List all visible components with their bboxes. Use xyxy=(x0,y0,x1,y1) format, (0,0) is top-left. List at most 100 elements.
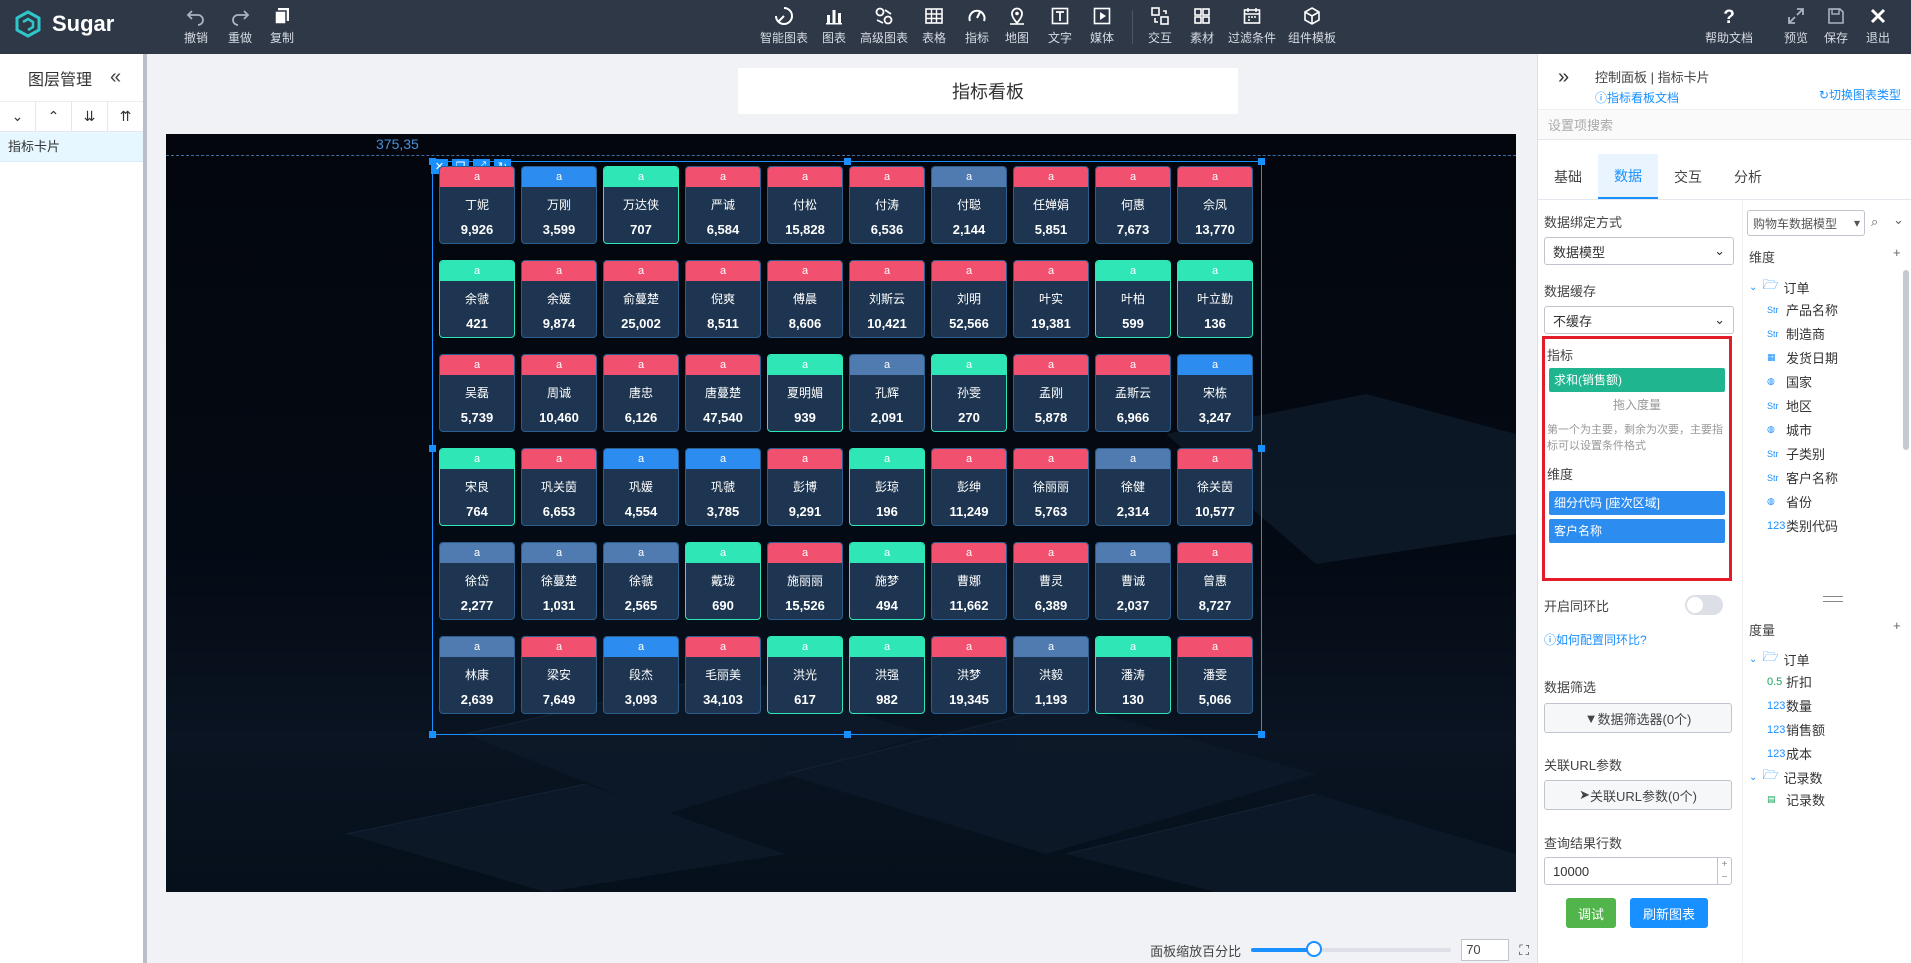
dimension-pill[interactable]: 细分代码 [座次区域] xyxy=(1549,491,1725,515)
toolbar-smart-chart[interactable]: 智能图表 xyxy=(760,6,808,46)
preview-button[interactable]: 预览 xyxy=(1784,6,1808,46)
tree-field-item[interactable]: Str 制造商 xyxy=(1767,327,1826,342)
metric-card-tag: a xyxy=(604,261,678,281)
metric-card: a 潘雯 5,066 xyxy=(1177,636,1253,714)
model-select[interactable]: 购物车数据模型 ▾ xyxy=(1747,210,1865,236)
search-icon[interactable]: ⌕ xyxy=(1871,214,1879,229)
metric-card-name: 曹娜 xyxy=(956,574,981,588)
toolbar-assets[interactable]: 素材 xyxy=(1190,6,1214,46)
tree-field-item[interactable]: ▦ 发货日期 xyxy=(1767,351,1839,366)
metric-dropzone[interactable]: 拖入度量 xyxy=(1612,398,1661,412)
collapse-left-icon[interactable]: « xyxy=(110,66,122,88)
metric-pill[interactable]: 求和(销售额) xyxy=(1549,368,1725,392)
resize-handle[interactable] xyxy=(844,731,851,738)
tree-scrollbar[interactable] xyxy=(1903,270,1909,450)
move-bottom-icon[interactable]: ⇊ xyxy=(72,102,108,131)
count-folder[interactable]: ⌄ 🗁 记录数 xyxy=(1749,766,1823,788)
metric-card-grid: a 丁妮 9,926 a 万刚 3,599 a 万达侠 707 a 严诚 6,584 a 付松 15,828… xyxy=(439,166,1255,714)
metric-card-value: 5,878 xyxy=(1034,410,1068,425)
debug-button[interactable]: 调试 xyxy=(1566,898,1616,928)
resize-handle[interactable] xyxy=(429,445,436,452)
tree-field-item[interactable]: Str 客户名称 xyxy=(1767,471,1839,486)
bind-mode-select[interactable]: 数据模型 ⌄ xyxy=(1544,237,1734,265)
tree-field-item[interactable]: 0.5 折扣 xyxy=(1767,675,1813,690)
resize-handle[interactable] xyxy=(1258,158,1265,165)
metric-board-doc-link[interactable]: ⓘ指标看板文档 xyxy=(1595,91,1680,105)
layer-item-metric-card[interactable]: 指标卡片 xyxy=(0,132,144,162)
metric-card-widget[interactable]: ✕ ❐ ⤢ ↻ a丁妮9,926a万刚3,599a万达侠707a严诚6,584a… xyxy=(429,158,1265,738)
toolbar-metric[interactable]: 指标 xyxy=(965,6,989,46)
yoy-toggle[interactable] xyxy=(1685,595,1723,615)
toolbar-media[interactable]: 媒体 xyxy=(1090,6,1114,46)
tree-field-item[interactable]: 123 数量 xyxy=(1767,699,1813,714)
save-button[interactable]: 保存 xyxy=(1824,6,1848,46)
board-canvas[interactable]: 375,35 ✕ ❐ ⤢ ↻ a丁妮9,926a万刚3,599a万达侠707a严… xyxy=(166,134,1516,892)
zoom-slider-handle[interactable] xyxy=(1306,941,1323,957)
tree-field-item[interactable]: Str 子类别 xyxy=(1767,447,1826,462)
tree-field-item[interactable]: 123 成本 xyxy=(1767,747,1813,762)
redo-button[interactable]: 重做 xyxy=(228,6,252,46)
left-panel-resizer[interactable] xyxy=(143,54,147,963)
rows-input[interactable]: 10000 + − xyxy=(1544,857,1732,885)
zoom-percent-input[interactable]: 70 xyxy=(1461,939,1510,961)
tree-field-item[interactable]: Str 产品名称 xyxy=(1767,303,1839,318)
move-down-icon[interactable]: ⌄ xyxy=(0,102,36,131)
tree-field-item[interactable]: ▤ 记录数 xyxy=(1767,793,1826,808)
help-docs-button[interactable]: ? 帮助文档 xyxy=(1705,7,1754,45)
metric-card-value: 6,584 xyxy=(706,222,740,237)
toolbar-component-template[interactable]: 组件模板 xyxy=(1288,6,1336,46)
copy-button[interactable]: 复制 xyxy=(270,6,294,46)
resize-handle[interactable] xyxy=(844,158,851,165)
move-top-icon[interactable]: ⇈ xyxy=(108,102,144,131)
toolbar-map[interactable]: 地图 xyxy=(1005,6,1029,46)
metric-card-name: 洪梦 xyxy=(956,668,981,682)
measure-folder[interactable]: ⌄ 🗁 订单 xyxy=(1749,648,1810,670)
move-up-icon[interactable]: ⌃ xyxy=(36,102,72,131)
metric-card-tag: a xyxy=(522,261,596,281)
chevron-down-icon[interactable]: ⌄ xyxy=(1893,212,1904,227)
metric-card-value: 52,566 xyxy=(949,316,989,331)
metric-card: a 余媛 9,874 xyxy=(521,260,597,338)
fit-screen-icon[interactable]: ⛶ xyxy=(1519,941,1529,958)
tree-field-item[interactable]: Str 地区 xyxy=(1767,399,1813,414)
tree-field-item[interactable]: 123 类别代码 xyxy=(1767,519,1839,534)
toolbar-table[interactable]: 表格 xyxy=(922,6,946,46)
data-filter-button[interactable]: ▼ 数据筛选器(0个) xyxy=(1544,703,1732,733)
metric-card: a 施丽丽 15,526 xyxy=(767,542,843,620)
board-title[interactable]: 指标看板 xyxy=(738,68,1238,114)
tree-field-item[interactable]: 123 销售额 xyxy=(1767,723,1826,738)
tab-analysis[interactable]: 分析 xyxy=(1734,168,1762,185)
tree-field-item[interactable]: ◍ 城市 xyxy=(1767,423,1813,438)
dimension-pill[interactable]: 客户名称 xyxy=(1549,519,1725,543)
resize-handle[interactable] xyxy=(1258,731,1265,738)
exit-button[interactable]: 退出 xyxy=(1866,6,1890,46)
splitter-handle-icon[interactable] xyxy=(1823,596,1843,602)
tree-field-item[interactable]: ◍ 国家 xyxy=(1767,375,1813,390)
toolbar-interaction[interactable]: 交互 xyxy=(1148,6,1172,46)
tree-field-item[interactable]: ◍ 省份 xyxy=(1767,495,1813,510)
cache-select[interactable]: 不缓存 ⌄ xyxy=(1544,306,1734,334)
url-param-button[interactable]: ➤ 关联URL参数(0个) xyxy=(1544,780,1732,810)
add-dimension-icon[interactable]: + xyxy=(1893,245,1901,260)
toolbar-text[interactable]: 文字 xyxy=(1048,6,1072,46)
switch-chart-type-link[interactable]: ↻切换图表类型 xyxy=(1818,88,1901,102)
dimension-folder[interactable]: ⌄ 🗁 订单 xyxy=(1749,276,1810,298)
metric-card: a 唐忠 6,126 xyxy=(603,354,679,432)
undo-button[interactable]: 撤销 xyxy=(184,6,208,46)
stepper-icon[interactable]: + − xyxy=(1717,858,1731,884)
tab-basic[interactable]: 基础 xyxy=(1554,168,1582,185)
yoy-help-link[interactable]: ⓘ如何配置同环比? xyxy=(1544,633,1647,647)
metric-card-tag: a xyxy=(1096,449,1170,469)
resize-handle[interactable] xyxy=(429,731,436,738)
tab-data[interactable]: 数据 xyxy=(1598,154,1658,199)
expand-right-icon[interactable]: » xyxy=(1558,66,1570,88)
refresh-chart-button[interactable]: 刷新图表 xyxy=(1630,898,1708,928)
toolbar-advanced-chart[interactable]: 高级图表 xyxy=(860,6,908,46)
tab-interaction[interactable]: 交互 xyxy=(1674,168,1702,185)
settings-search-input[interactable]: 设置项搜索 xyxy=(1538,110,1911,140)
resize-handle[interactable] xyxy=(1258,445,1265,452)
toolbar-chart[interactable]: 图表 xyxy=(822,6,846,46)
toolbar-filter-condition[interactable]: 过滤条件 xyxy=(1228,6,1276,46)
zoom-slider[interactable] xyxy=(1251,941,1452,957)
add-measure-icon[interactable]: + xyxy=(1893,618,1901,633)
